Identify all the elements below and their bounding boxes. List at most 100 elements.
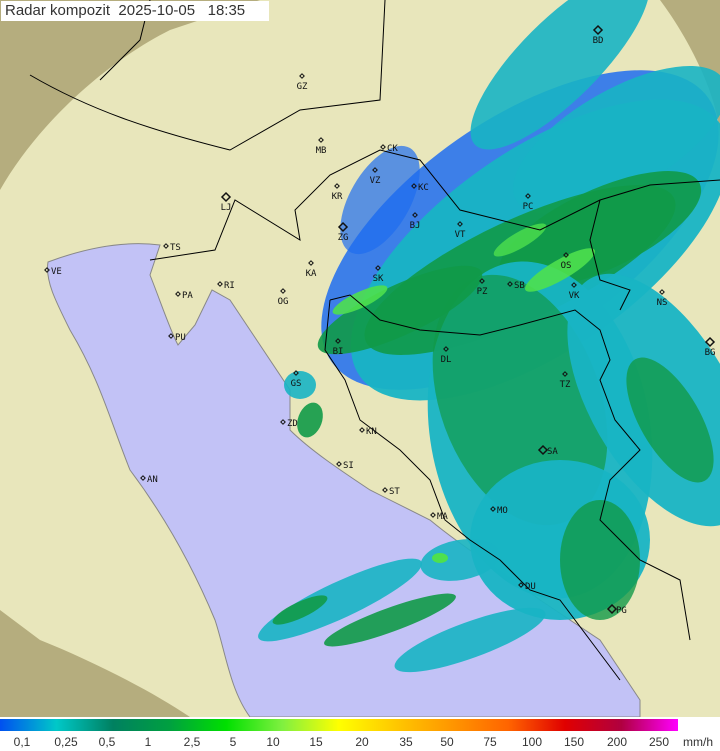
rain-cell	[297, 402, 323, 438]
city-kr: KR	[332, 183, 343, 202]
legend-label: 100	[521, 735, 543, 749]
city-marker-icon	[525, 193, 531, 199]
city-marker-icon	[704, 336, 716, 348]
legend-label: 150	[563, 735, 585, 749]
rain-cell	[272, 595, 328, 625]
city-zd: ZD	[280, 419, 298, 429]
city-marker-icon	[335, 338, 341, 344]
city-label: SK	[373, 274, 384, 284]
city-marker-icon	[411, 183, 417, 189]
city-label: GZ	[297, 82, 308, 92]
city-marker-icon	[606, 603, 618, 615]
city-marker-icon	[380, 144, 386, 150]
rain-cell	[284, 371, 316, 399]
city-label: PA	[182, 291, 193, 301]
city-marker-icon	[140, 475, 146, 481]
rain-cell	[332, 285, 388, 315]
rain-cell	[498, 171, 702, 289]
city-label: NS	[657, 298, 668, 308]
city-label: AN	[147, 475, 158, 485]
rain-cell	[340, 145, 420, 255]
legend-label: 200	[606, 735, 628, 749]
city-os: OS	[561, 252, 571, 271]
city-label: BD	[593, 36, 604, 46]
city-an: AN	[140, 475, 158, 485]
city-bj: BJ	[410, 212, 420, 231]
city-label: KR	[332, 192, 343, 202]
legend-label: 2,5	[183, 735, 201, 749]
city-bg: BG	[704, 336, 716, 358]
rain-cell	[420, 539, 500, 581]
city-label: KC	[418, 183, 429, 193]
rain-cell	[493, 223, 547, 257]
city-label: VZ	[370, 176, 381, 186]
city-label: SB	[514, 281, 525, 291]
city-ma: MA	[430, 512, 448, 522]
city-marker-icon	[163, 243, 169, 249]
city-tz: TZ	[560, 371, 571, 390]
city-label: VK	[569, 291, 580, 301]
legend-label: 5	[229, 735, 237, 749]
city-label: PC	[523, 202, 534, 212]
city-pa: PA	[175, 291, 193, 301]
city-mo: MO	[490, 506, 508, 516]
city-label: PZ	[477, 287, 488, 297]
city-marker-icon	[457, 221, 463, 227]
city-bi: BI	[333, 338, 344, 357]
city-si: SI	[336, 461, 354, 471]
city-ns: NS	[657, 289, 668, 308]
city-label: CK	[387, 144, 398, 154]
city-vt: VT	[455, 221, 466, 240]
rain-cell	[258, 558, 422, 642]
city-label: VT	[455, 230, 466, 240]
city-markers: GZ MB CK VZ KR KC LJ ZG BJ VT PC OS VK SB PZ SK KA TS VE RI…	[44, 24, 716, 616]
city-label: SA	[547, 447, 558, 457]
city-marker-icon	[168, 333, 174, 339]
city-ve: VE	[44, 267, 62, 277]
city-du: DU	[518, 582, 536, 592]
city-marker-icon	[334, 183, 340, 189]
legend-label: 15	[309, 735, 323, 749]
rain-cell	[560, 500, 640, 620]
legend-label: 250	[648, 735, 670, 749]
city-label: GS	[291, 379, 302, 389]
city-bd: BD	[593, 24, 604, 46]
city-vz: VZ	[370, 167, 381, 186]
city-ts: TS	[163, 243, 181, 253]
city-marker-icon	[336, 461, 342, 467]
city-ck: CK	[380, 144, 398, 154]
city-marker-icon	[507, 281, 513, 287]
rain-cell	[324, 593, 456, 647]
city-og: OG	[278, 288, 289, 307]
legend-label: 1	[144, 735, 152, 749]
city-label: VE	[51, 267, 62, 277]
city-vk: VK	[569, 282, 580, 301]
city-label: KA	[306, 269, 317, 279]
rain-cell	[626, 357, 714, 483]
city-label: BG	[705, 348, 716, 358]
city-label: SI	[343, 461, 354, 471]
city-marker-icon	[318, 137, 324, 143]
city-label: TS	[170, 243, 181, 253]
city-label: KN	[366, 427, 377, 437]
city-label: PU	[175, 333, 186, 343]
rain-cell	[394, 607, 546, 673]
city-label: PG	[616, 606, 627, 616]
city-gz: GZ	[297, 73, 308, 92]
city-pc: PC	[523, 193, 534, 212]
city-label: MO	[497, 506, 508, 516]
city-marker-icon	[280, 419, 286, 425]
city-marker-icon	[659, 289, 665, 295]
city-zg: ZG	[338, 221, 348, 243]
city-dl: DL	[441, 346, 451, 365]
city-st: ST	[382, 487, 400, 497]
city-label: MA	[437, 512, 448, 522]
legend-label: 50	[440, 735, 454, 749]
city-marker-icon	[479, 278, 485, 284]
city-marker-icon	[44, 267, 50, 273]
city-label: OG	[278, 297, 289, 307]
city-label: BI	[333, 347, 344, 357]
legend-label: 35	[399, 735, 413, 749]
city-marker-icon	[562, 371, 568, 377]
